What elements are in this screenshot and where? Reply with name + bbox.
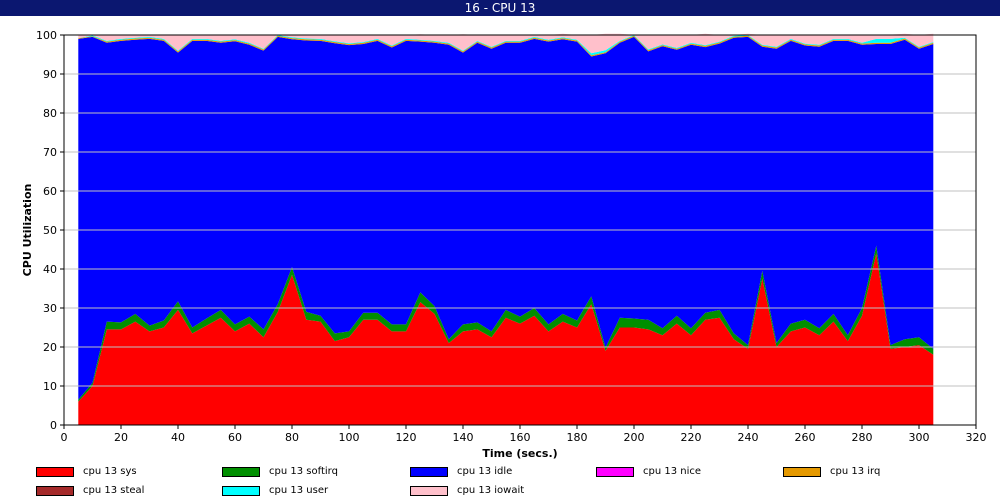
area-series-6 [78,35,934,56]
x-tick-label: 140 [453,431,474,444]
y-tick-label: 10 [43,380,57,393]
x-tick-label: 220 [681,431,702,444]
legend-swatch [410,467,448,477]
legend-label: cpu 13 steal [83,485,145,496]
y-tick-label: 90 [43,68,57,81]
y-tick-label: 70 [43,146,57,159]
legend-swatch [596,467,634,477]
y-tick-label: 20 [43,341,57,354]
area-series-4 [78,35,934,57]
y-axis: 0 10 20 30 40 50 60 70 80 90 100 [36,29,64,432]
y-tick-label: 100 [36,29,57,42]
legend-label: cpu 13 nice [643,466,702,477]
legend-label: cpu 13 irq [830,466,881,477]
y-tick-label: 80 [43,107,57,120]
legend-label: cpu 13 user [269,485,329,496]
x-tick-label: 180 [567,431,588,444]
x-tick-label: 100 [339,431,360,444]
legend-swatch [783,467,821,477]
x-tick-label: 160 [510,431,531,444]
x-tick-label: 260 [795,431,816,444]
legend-label: cpu 13 idle [457,466,513,477]
grid-lines [64,73,976,387]
x-tick-label: 200 [624,431,645,444]
legend-label: cpu 13 sys [83,466,137,477]
area-series-1 [78,245,934,402]
legend-label: cpu 13 iowait [457,485,525,496]
y-tick-label: 30 [43,302,57,315]
legend-label: cpu 13 softirq [269,466,338,477]
y-tick-label: 50 [43,224,57,237]
x-axis-label: Time (secs.) [482,447,557,460]
x-axis: 0 20 40 60 80 100 120 140 160 180 200 220 240 260 280 3… [61,425,987,444]
x-tick-label: 280 [852,431,873,444]
area-series-2 [78,36,934,400]
x-tick-label: 300 [909,431,930,444]
legend-swatch [222,467,260,477]
cpu-utilization-chart: 0 10 20 30 40 50 60 70 80 90 100 0 20 40 60 80 100 120 14… [21,29,987,460]
x-tick-label: 320 [966,431,987,444]
x-tick-label: 20 [114,431,128,444]
y-axis-label: CPU Utilization [21,184,34,277]
legend-swatch [36,486,74,496]
window-title-bar: 16 - CPU 13 [0,0,1000,16]
y-tick-label: 60 [43,185,57,198]
x-tick-label: 40 [171,431,185,444]
y-tick-label: 40 [43,263,57,276]
x-tick-label: 240 [738,431,759,444]
area-series-0 [78,253,934,425]
legend-swatch [410,486,448,496]
y-tick-label: 0 [50,419,57,432]
x-tick-label: 0 [61,431,68,444]
x-tick-label: 120 [396,431,417,444]
area-series-7 [78,33,934,54]
legend-swatch [36,467,74,477]
x-tick-label: 60 [228,431,242,444]
x-tick-label: 80 [285,431,299,444]
area-series-group [78,33,934,425]
legend-swatch [222,486,260,496]
window-title: 16 - CPU 13 [464,1,536,15]
